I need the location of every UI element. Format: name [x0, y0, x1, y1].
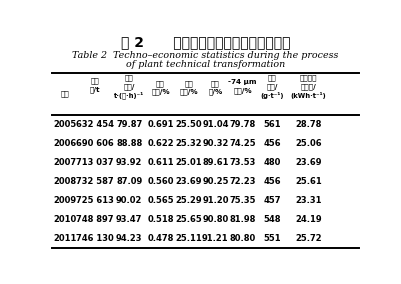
Text: 量/t: 量/t: [89, 86, 100, 93]
Text: 0.622: 0.622: [147, 139, 174, 148]
Text: 25.01: 25.01: [175, 158, 202, 167]
Text: 90.25: 90.25: [202, 177, 229, 186]
Text: (g·t⁻¹): (g·t⁻¹): [261, 92, 284, 99]
Text: 480: 480: [264, 158, 281, 167]
Text: of plant technical transformation: of plant technical transformation: [126, 60, 285, 69]
Text: 钢球: 钢球: [268, 75, 277, 81]
Text: 456: 456: [264, 177, 282, 186]
Text: 25.11: 25.11: [175, 234, 202, 243]
Text: -74 μm: -74 μm: [228, 79, 257, 85]
Text: (kWh·t⁻¹): (kWh·t⁻¹): [290, 92, 326, 99]
Text: 单耗/: 单耗/: [267, 83, 278, 90]
Text: 72.23: 72.23: [229, 177, 256, 186]
Text: 25.72: 25.72: [295, 234, 322, 243]
Text: Table 2  Techno–economic statistics during the process: Table 2 Techno–economic statistics durin…: [72, 51, 339, 60]
Text: 25.50: 25.50: [175, 120, 202, 129]
Text: 79.78: 79.78: [229, 120, 256, 129]
Text: 713 037: 713 037: [76, 158, 113, 167]
Text: 690 606: 690 606: [76, 139, 113, 148]
Text: 90.02: 90.02: [116, 196, 142, 205]
Text: 75.35: 75.35: [229, 196, 256, 205]
Text: 88.88: 88.88: [116, 139, 142, 148]
Text: 561: 561: [264, 120, 282, 129]
Text: 2008: 2008: [53, 177, 77, 186]
Text: 23.69: 23.69: [295, 158, 322, 167]
Text: 93.47: 93.47: [116, 215, 142, 224]
Text: 品位/%: 品位/%: [179, 89, 198, 95]
Text: 25.06: 25.06: [295, 139, 322, 148]
Text: 2009: 2009: [53, 196, 77, 205]
Text: 回收: 回收: [211, 80, 220, 87]
Text: 2010: 2010: [53, 215, 77, 224]
Text: 632 454: 632 454: [76, 120, 114, 129]
Text: 2011: 2011: [53, 234, 77, 243]
Text: 25.61: 25.61: [295, 177, 322, 186]
Text: 选矿系统: 选矿系统: [300, 75, 317, 81]
Text: 725 613: 725 613: [76, 196, 114, 205]
Text: 总电耗/: 总电耗/: [300, 83, 316, 90]
Text: 91.21: 91.21: [202, 234, 229, 243]
Text: 2006: 2006: [53, 139, 77, 148]
Text: 748 897: 748 897: [76, 215, 113, 224]
Text: 80.80: 80.80: [229, 234, 256, 243]
Text: 93.92: 93.92: [116, 158, 142, 167]
Text: 79.87: 79.87: [116, 120, 142, 129]
Text: 28.78: 28.78: [295, 120, 322, 129]
Text: 0.565: 0.565: [147, 196, 174, 205]
Text: 87.09: 87.09: [116, 177, 142, 186]
Text: 0.611: 0.611: [147, 158, 174, 167]
Text: 91.20: 91.20: [202, 196, 229, 205]
Text: 73.53: 73.53: [229, 158, 256, 167]
Text: 0.560: 0.560: [147, 177, 174, 186]
Text: 548: 548: [264, 215, 281, 224]
Text: 81.98: 81.98: [229, 215, 256, 224]
Text: 746 130: 746 130: [76, 234, 113, 243]
Text: 品位/%: 品位/%: [151, 89, 170, 95]
Text: 0.478: 0.478: [147, 234, 174, 243]
Text: 年份: 年份: [61, 90, 69, 97]
Text: 处理: 处理: [91, 77, 99, 83]
Text: 94.23: 94.23: [116, 234, 142, 243]
Text: 24.19: 24.19: [295, 215, 322, 224]
Text: 表 2      技术改造过程生产技术统计指标: 表 2 技术改造过程生产技术统计指标: [121, 36, 290, 50]
Text: 25.29: 25.29: [175, 196, 202, 205]
Text: 74.25: 74.25: [229, 139, 256, 148]
Text: 91.04: 91.04: [202, 120, 229, 129]
Text: 2005: 2005: [53, 120, 77, 129]
Text: 89.61: 89.61: [202, 158, 229, 167]
Text: 90.80: 90.80: [202, 215, 229, 224]
Text: 率/%: 率/%: [208, 89, 223, 95]
Text: 0.518: 0.518: [147, 215, 174, 224]
Text: 台时: 台时: [125, 75, 134, 81]
Text: 25.32: 25.32: [175, 139, 202, 148]
Text: 效率/: 效率/: [124, 83, 135, 90]
Text: 原矿: 原矿: [156, 80, 165, 87]
Text: 23.69: 23.69: [176, 177, 202, 186]
Text: 551: 551: [264, 234, 282, 243]
Text: 精矿: 精矿: [184, 80, 193, 87]
Text: 23.31: 23.31: [295, 196, 322, 205]
Text: 25.65: 25.65: [175, 215, 202, 224]
Text: 456: 456: [264, 139, 282, 148]
Text: 90.32: 90.32: [202, 139, 229, 148]
Text: 457: 457: [264, 196, 281, 205]
Text: 2007: 2007: [53, 158, 77, 167]
Text: 732 587: 732 587: [76, 177, 113, 186]
Text: 0.691: 0.691: [147, 120, 174, 129]
Text: 含量/%: 含量/%: [233, 87, 252, 94]
Text: t·(台·h)⁻¹: t·(台·h)⁻¹: [114, 92, 144, 99]
